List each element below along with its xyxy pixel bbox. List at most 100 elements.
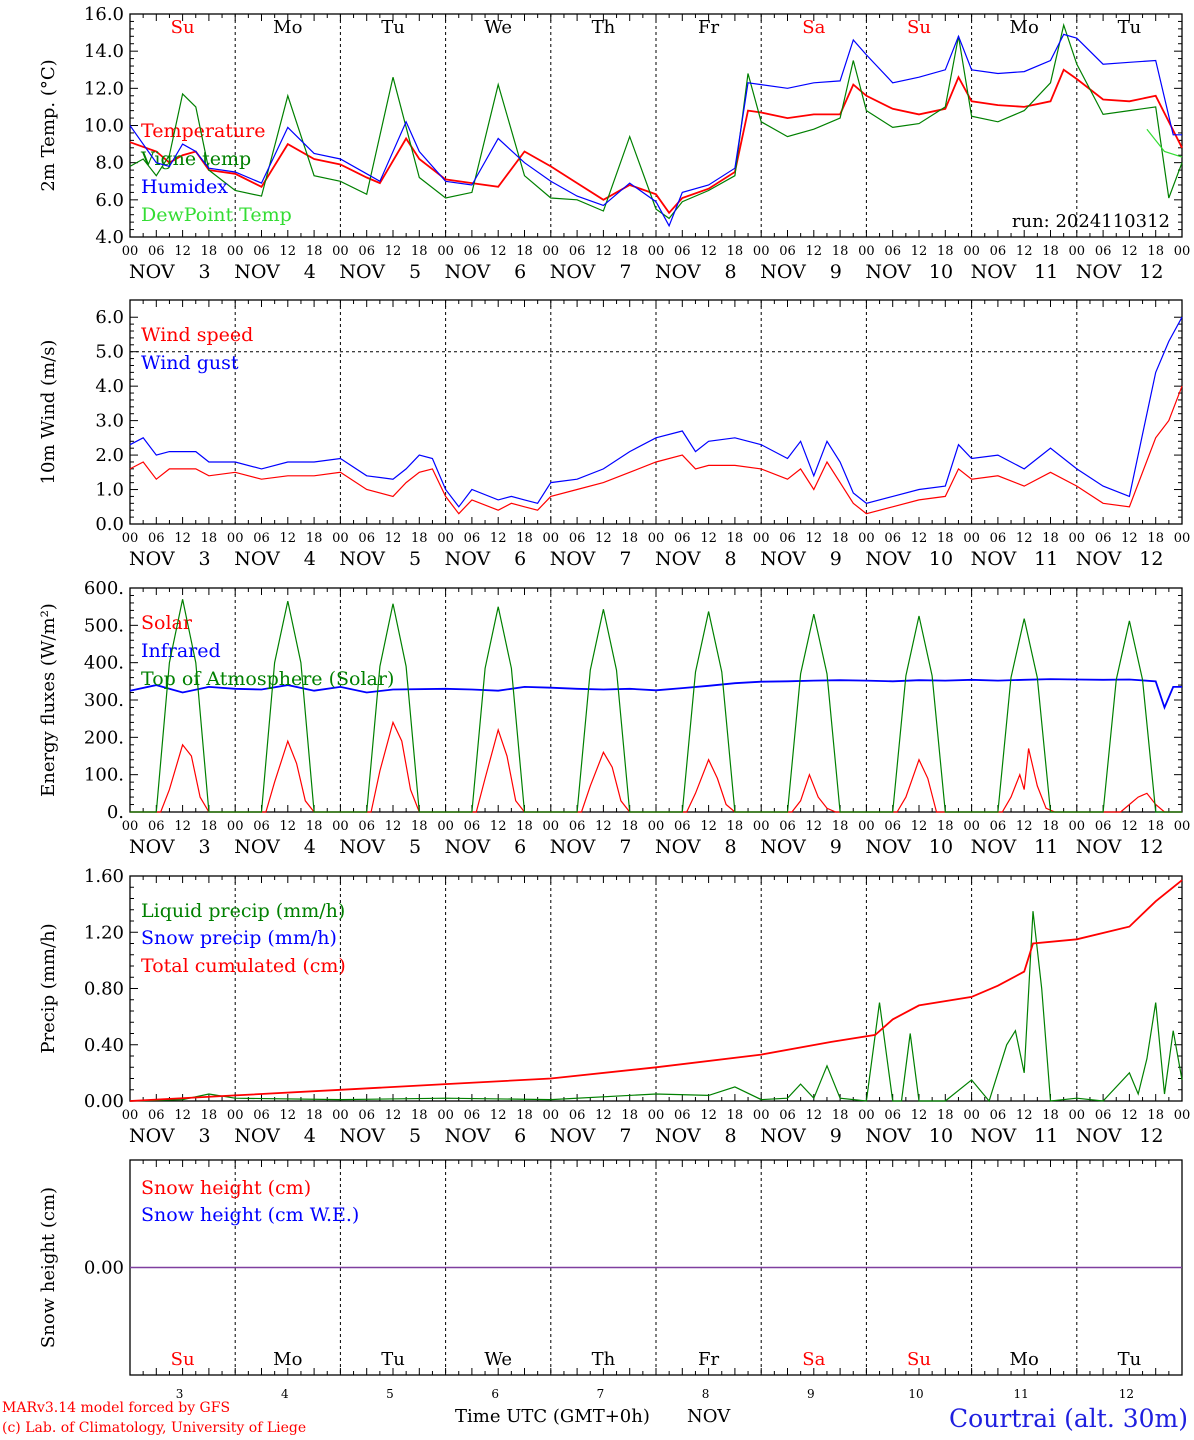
hour-tick-label: 18 — [832, 1108, 849, 1123]
hour-tick-label: 06 — [884, 1108, 901, 1123]
y-axis-label: Energy fluxes (W/m²) — [38, 603, 59, 797]
hour-tick-label: 12 — [806, 244, 823, 259]
hour-tick-label: 12 — [385, 244, 402, 259]
day-name-bottom: Su — [171, 1349, 195, 1370]
hour-tick-label: 18 — [1042, 531, 1059, 546]
series-line-humidex — [129, 33, 1182, 228]
hour-tick-label: 12 — [280, 244, 297, 259]
date-label: 6 — [514, 261, 526, 283]
hour-tick-label: 12 — [280, 1108, 297, 1123]
hour-tick-label: 18 — [516, 819, 533, 834]
hour-tick-label: 12 — [911, 819, 928, 834]
hour-tick-label: 12 — [911, 531, 928, 546]
hour-tick-label: 12 — [700, 1108, 717, 1123]
month-label: NOV — [655, 1125, 701, 1147]
series-line-wind-gust — [129, 316, 1183, 508]
hour-tick-label: 18 — [621, 244, 638, 259]
hour-tick-label: 12 — [1016, 244, 1033, 259]
hour-tick-label: 12 — [174, 244, 191, 259]
hour-tick-label: 06 — [569, 819, 586, 834]
hour-tick-label: 12 — [595, 1108, 612, 1123]
hour-tick-label: 00 — [753, 1108, 770, 1123]
date-number-bottom: 4 — [281, 1387, 289, 1401]
date-label: 9 — [830, 261, 842, 283]
hour-tick-label: 12 — [806, 1108, 823, 1123]
hour-tick-label: 18 — [516, 1108, 533, 1123]
hour-tick-label: 00 — [1174, 1108, 1191, 1123]
date-label: 4 — [304, 261, 316, 283]
date-label: 11 — [1034, 548, 1058, 570]
hour-tick-label: 18 — [516, 531, 533, 546]
day-name-bottom: Mo — [273, 1349, 302, 1370]
hour-tick-label: 18 — [201, 531, 218, 546]
day-name-top: We — [484, 17, 512, 38]
hour-tick-label: 12 — [806, 531, 823, 546]
date-number-bottom: 6 — [491, 1387, 499, 1401]
hour-tick-label: 00 — [543, 819, 560, 834]
date-label: 3 — [199, 836, 211, 858]
hour-tick-label: 12 — [595, 531, 612, 546]
month-label: NOV — [550, 261, 596, 283]
hour-tick-label: 18 — [1147, 531, 1164, 546]
date-label: 10 — [929, 836, 953, 858]
hour-tick-label: 00 — [227, 531, 244, 546]
date-label: 3 — [199, 548, 211, 570]
month-label: NOV — [445, 548, 491, 570]
hour-tick-label: 00 — [753, 531, 770, 546]
series-line-top-of-atmosphere-solar- — [130, 599, 1182, 813]
date-label: 9 — [830, 836, 842, 858]
day-name-bottom: Tu — [381, 1349, 405, 1370]
panel-wind: 0.0 1.0 2.0 3.0 4.0 5.0 6.0 10m Wind (m/s) Wind … — [38, 299, 1190, 570]
hour-tick-label: 18 — [411, 244, 428, 259]
date-label: 9 — [830, 1125, 842, 1147]
hour-tick-label: 06 — [148, 1108, 165, 1123]
hour-tick-label: 18 — [411, 531, 428, 546]
date-label: 12 — [1139, 261, 1163, 283]
month-label: NOV — [129, 1125, 175, 1147]
hour-tick-label: 00 — [543, 1108, 560, 1123]
hour-tick-label: 06 — [779, 244, 796, 259]
y-tick-label: 1.0 — [95, 480, 124, 501]
series-line-solar — [130, 720, 1182, 813]
series-line-dewpoint-temp — [1146, 128, 1183, 158]
month-label: NOV — [865, 836, 911, 858]
date-number-bottom: 9 — [807, 1387, 815, 1401]
hour-tick-label: 00 — [858, 244, 875, 259]
date-label: 12 — [1139, 548, 1163, 570]
hour-tick-label: 06 — [358, 244, 375, 259]
month-label: NOV — [339, 1125, 385, 1147]
station-name: Courtrai (alt. 30m) — [949, 1404, 1188, 1433]
date-label: 4 — [304, 1125, 316, 1147]
month-label: NOV — [760, 548, 806, 570]
hour-tick-label: 18 — [411, 819, 428, 834]
date-label: 10 — [929, 261, 953, 283]
month-label: NOV — [971, 261, 1017, 283]
day-name-bottom: We — [484, 1349, 512, 1370]
hour-tick-label: 12 — [1121, 1108, 1138, 1123]
date-number-bottom: 3 — [176, 1387, 184, 1401]
hour-tick-label: 12 — [806, 819, 823, 834]
month-label: NOV — [339, 836, 385, 858]
hour-tick-label: 12 — [700, 531, 717, 546]
hour-tick-label: 18 — [832, 531, 849, 546]
hour-tick-label: 06 — [358, 1108, 375, 1123]
hour-tick-label: 12 — [595, 244, 612, 259]
hour-tick-label: 00 — [227, 244, 244, 259]
date-label: 7 — [619, 1125, 631, 1147]
hour-tick-label: 12 — [1121, 819, 1138, 834]
hour-tick-label: 12 — [700, 244, 717, 259]
hour-tick-label: 00 — [437, 531, 454, 546]
hour-tick-label: 00 — [1069, 1108, 1086, 1123]
date-label: 8 — [725, 261, 737, 283]
hour-tick-label: 12 — [174, 1108, 191, 1123]
day-name-top: Th — [592, 17, 616, 38]
date-label: 11 — [1034, 261, 1058, 283]
hour-tick-label: 12 — [490, 819, 507, 834]
legend-entry: Infrared — [141, 640, 221, 662]
date-label: 3 — [199, 1125, 211, 1147]
hour-tick-label: 18 — [937, 1108, 954, 1123]
date-label: 9 — [830, 548, 842, 570]
hour-tick-label: 18 — [201, 1108, 218, 1123]
hour-tick-label: 06 — [990, 1108, 1007, 1123]
hour-tick-label: 12 — [911, 244, 928, 259]
